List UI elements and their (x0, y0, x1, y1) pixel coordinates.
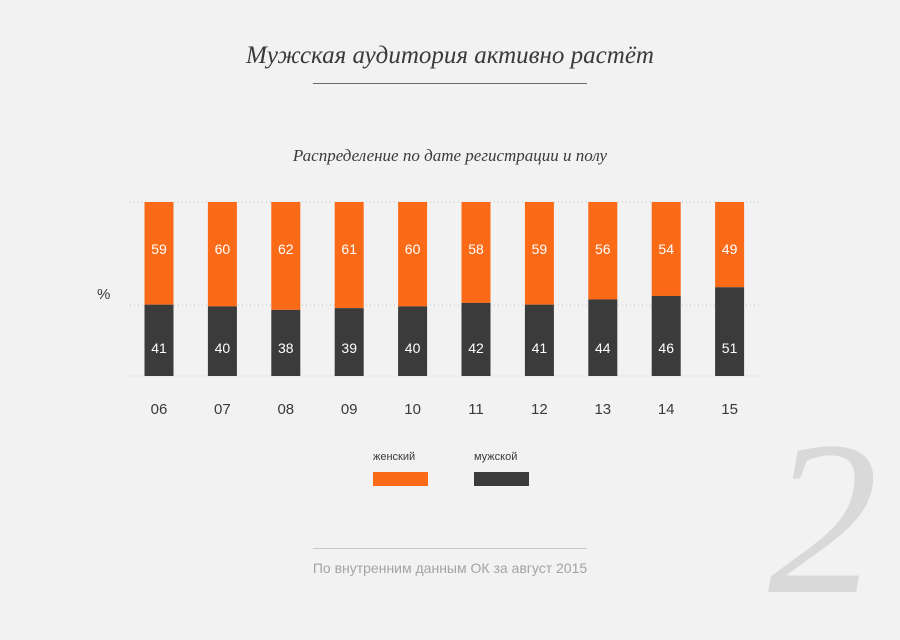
legend-label-male: мужской (474, 451, 518, 463)
x-tick-label-07: 07 (214, 401, 231, 418)
bar-female-09 (334, 202, 364, 309)
bar-male-13 (588, 299, 618, 376)
bar-female-07 (207, 202, 237, 307)
data-label-male-09: 39 (341, 340, 357, 356)
bar-male-09 (334, 308, 364, 376)
x-tick-label-08: 08 (277, 401, 294, 418)
page-title: Мужская аудитория активно растёт (246, 42, 654, 69)
source-note: По внутренним данным ОК за август 2015 (312, 560, 588, 576)
data-label-male-14: 46 (658, 340, 674, 356)
bar-female-12 (524, 202, 554, 305)
legend-swatch-female (373, 472, 428, 486)
bar-female-10 (398, 202, 428, 307)
x-tick-label-09: 09 (341, 401, 358, 418)
bar-female-14 (651, 202, 681, 296)
x-tick-label-14: 14 (658, 401, 675, 418)
legend-label-female: женский (373, 451, 416, 463)
bar-male-10 (398, 306, 428, 376)
data-label-male-15: 51 (722, 340, 738, 356)
data-label-male-11: 42 (468, 340, 484, 356)
data-label-female-11: 58 (468, 241, 484, 257)
x-tick-label-10: 10 (404, 401, 421, 418)
bar-male-12 (524, 304, 554, 376)
data-label-male-06: 41 (151, 340, 167, 356)
data-label-female-07: 60 (215, 241, 231, 257)
bar-male-14 (651, 295, 681, 376)
data-label-female-14: 54 (658, 241, 674, 257)
data-label-female-12: 59 (532, 241, 548, 257)
bar-male-11 (461, 302, 491, 376)
bar-female-06 (144, 202, 174, 305)
bar-male-08 (271, 309, 301, 376)
bar-female-08 (271, 202, 301, 310)
data-label-female-10: 60 (405, 241, 421, 257)
data-label-female-15: 49 (722, 241, 738, 257)
data-label-female-09: 61 (341, 241, 357, 257)
x-tick-label-06: 06 (151, 401, 168, 418)
page-number: 2 (768, 396, 878, 640)
chart-title: Распределение по дате регистрации и полу (292, 146, 608, 165)
data-label-male-13: 44 (595, 340, 611, 356)
bar-male-06 (144, 304, 174, 376)
x-tick-label-15: 15 (721, 401, 738, 418)
data-label-female-13: 56 (595, 241, 611, 257)
x-tick-label-11: 11 (468, 401, 484, 418)
bar-male-15 (715, 287, 745, 376)
x-tick-label-13: 13 (594, 401, 611, 418)
data-label-male-10: 40 (405, 340, 421, 356)
data-label-female-06: 59 (151, 241, 167, 257)
x-tick-label-12: 12 (531, 401, 548, 418)
data-label-female-08: 62 (278, 241, 294, 257)
legend-swatch-male (474, 472, 529, 486)
stacked-bar-chart: 59 41 06 60 40 07 62 38 08 61 39 09 60 40 10 58 42 11 59 41… (130, 201, 762, 418)
bar-female-11 (461, 202, 491, 303)
bar-male-07 (207, 306, 237, 376)
y-axis-unit-label: % (97, 286, 111, 303)
bar-female-13 (588, 202, 618, 300)
data-label-male-07: 40 (215, 340, 231, 356)
footer-divider (313, 548, 587, 549)
bar-female-15 (715, 202, 745, 288)
title-divider (313, 83, 587, 84)
data-label-male-08: 38 (278, 340, 294, 356)
data-label-male-12: 41 (532, 340, 548, 356)
